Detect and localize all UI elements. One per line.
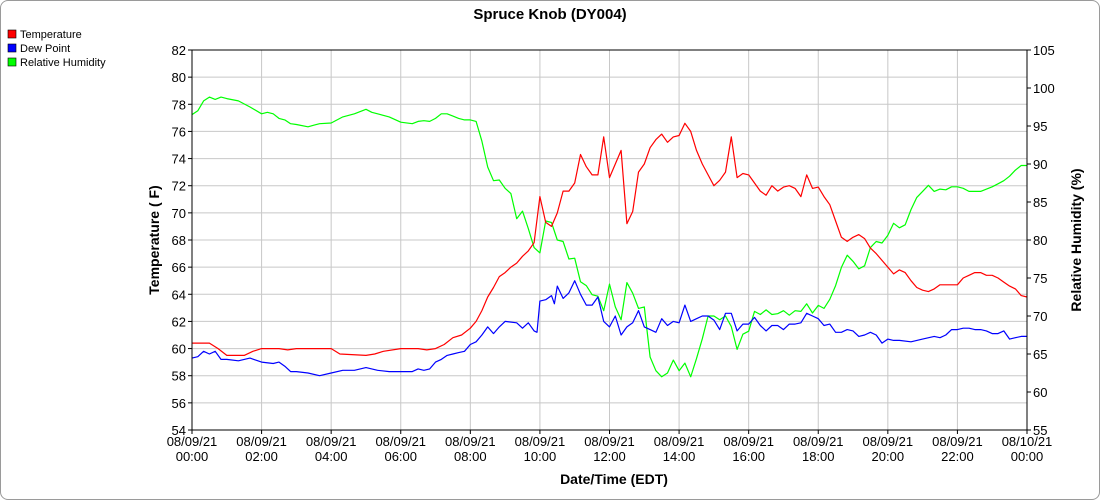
y2-tick-label: 80 <box>1033 233 1047 248</box>
y-tick-label: 64 <box>172 287 186 302</box>
plot-area <box>191 49 1028 431</box>
x-tick-time-label: 00:00 <box>176 449 209 464</box>
y-tick-label: 68 <box>172 233 186 248</box>
x-tick-date-label: 08/09/21 <box>445 434 496 449</box>
y-axis-left: 54 56 58 60 62 64 66 68 70 72 74 76 78 80 82 <box>172 43 192 438</box>
y2-tick-label: 90 <box>1033 157 1047 172</box>
x-tick-time-label: 20:00 <box>872 449 905 464</box>
y-tick-label: 80 <box>172 70 186 85</box>
x-tick-date-label: 08/09/21 <box>236 434 287 449</box>
x-tick-time-label: 22:00 <box>941 449 974 464</box>
x-tick-time-label: 04:00 <box>315 449 348 464</box>
legend-swatch-temperature <box>7 29 17 39</box>
y-tick-label: 66 <box>172 260 186 275</box>
x-tick-time-label: 08:00 <box>454 449 487 464</box>
y-tick-label: 76 <box>172 124 186 139</box>
legend-swatch-relative-humidity <box>7 57 17 67</box>
legend-label-relative-humidity: Relative Humidity <box>20 57 106 69</box>
x-tick-time-label: 14:00 <box>663 449 696 464</box>
series-line-temperature <box>192 122 1028 356</box>
y-tick-label: 74 <box>172 152 186 167</box>
x-tick-date-label: 08/09/21 <box>306 434 357 449</box>
y2-tick-label: 60 <box>1033 385 1047 400</box>
y-tick-label: 56 <box>172 396 186 411</box>
y2-tick-label: 75 <box>1033 271 1047 286</box>
y-tick-label: 78 <box>172 97 186 112</box>
y2-tick-label: 105 <box>1033 43 1055 58</box>
x-tick-date-label: 08/09/21 <box>515 434 566 449</box>
x-tick-date-label: 08/09/21 <box>167 434 218 449</box>
y-tick-label: 82 <box>172 43 186 58</box>
y2-tick-label: 100 <box>1033 81 1055 96</box>
y2-tick-label: 95 <box>1033 119 1047 134</box>
series-lines <box>191 96 1028 378</box>
legend: Temperature Dew Point Relative Humidity <box>7 29 106 69</box>
x-tick-time-label: 02:00 <box>245 449 278 464</box>
y2-tick-label: 65 <box>1033 347 1047 362</box>
y2-axis-title: Relative Humidity (%) <box>1068 168 1084 311</box>
y-tick-label: 60 <box>172 342 186 357</box>
x-tick-date-label: 08/09/21 <box>723 434 774 449</box>
y-tick-label: 72 <box>172 179 186 194</box>
y2-tick-label: 70 <box>1033 309 1047 324</box>
x-tick-time-label: 00:00 <box>1011 449 1044 464</box>
legend-swatch-dew-point <box>7 43 17 53</box>
y-axis-right: 55 60 65 70 75 80 85 90 95 100 105 <box>1027 43 1055 438</box>
x-tick-date-label: 08/10/21 <box>1002 434 1053 449</box>
y2-tick-label: 85 <box>1033 195 1047 210</box>
series-line-relative-humidity <box>191 96 1027 378</box>
y2-tick-label: 55 <box>1033 423 1047 438</box>
series-line-dew-point <box>191 280 1027 377</box>
x-tick-time-label: 06:00 <box>384 449 417 464</box>
x-tick-time-label: 12:00 <box>593 449 626 464</box>
y-tick-label: 70 <box>172 206 186 221</box>
x-tick-time-label: 10:00 <box>524 449 557 464</box>
x-tick-date-label: 08/09/21 <box>793 434 844 449</box>
x-tick-date-label: 08/09/21 <box>654 434 705 449</box>
legend-label-temperature: Temperature <box>20 29 82 41</box>
x-tick-time-label: 18:00 <box>802 449 835 464</box>
x-axis-title: Date/Time (EDT) <box>560 471 668 487</box>
y-tick-label: 58 <box>172 369 186 384</box>
y-tick-label: 54 <box>172 423 186 438</box>
x-tick-date-label: 08/09/21 <box>584 434 635 449</box>
y-tick-label: 62 <box>172 314 186 329</box>
y-axis-title: Temperature ( F) <box>146 185 162 294</box>
x-axis: 08/09/2100:0008/09/2102:0008/09/2104:000… <box>167 430 1053 464</box>
x-tick-date-label: 08/09/21 <box>863 434 914 449</box>
x-tick-date-label: 08/09/21 <box>375 434 426 449</box>
legend-label-dew-point: Dew Point <box>20 43 70 55</box>
chart-title: Spruce Knob (DY004) <box>473 6 626 23</box>
x-tick-date-label: 08/09/21 <box>932 434 983 449</box>
x-tick-time-label: 16:00 <box>732 449 765 464</box>
